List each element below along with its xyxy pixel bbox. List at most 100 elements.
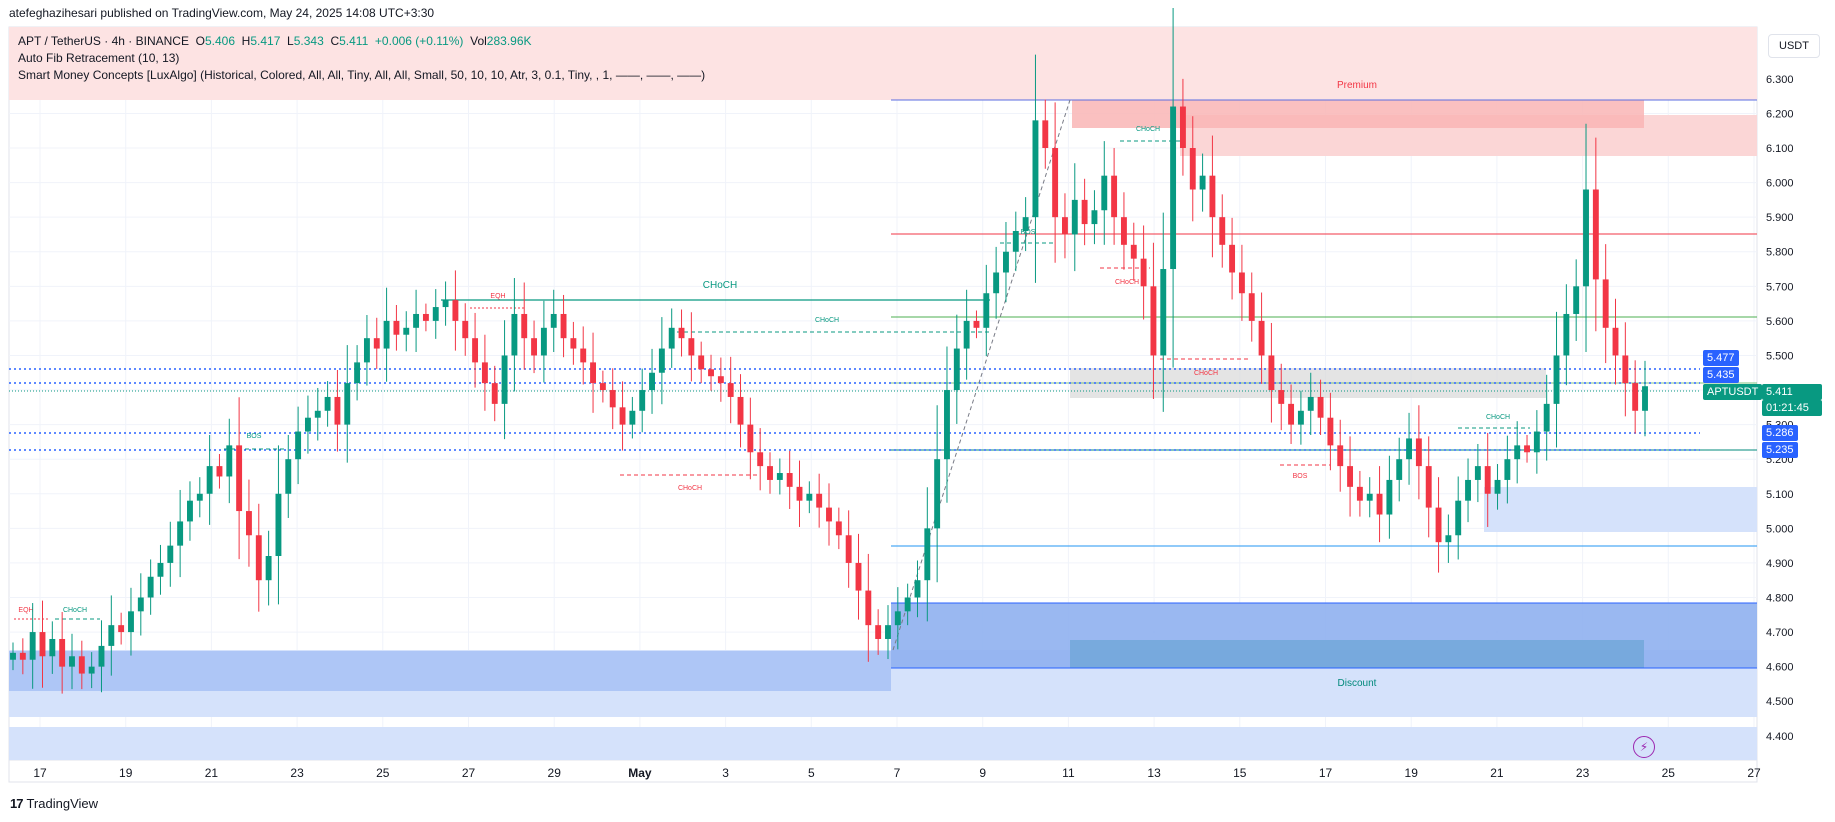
candle-body: [422, 313, 429, 321]
candle-body: [1592, 189, 1599, 280]
y-tick-label: 6.100: [1766, 143, 1794, 155]
eqh-label-apr: EQH: [490, 293, 505, 300]
legend-open-label: O: [195, 34, 205, 48]
legend-symbol: APT / TetherUS · 4h · BINANCE: [18, 34, 189, 48]
candle-body: [1278, 390, 1285, 404]
candle-body: [1514, 445, 1521, 460]
candle-body: [29, 632, 36, 660]
candle-body: [924, 528, 931, 581]
x-tick-label: 17: [1319, 766, 1333, 780]
candle-body: [619, 407, 626, 425]
candle-body: [1465, 479, 1471, 501]
candle-body: [1396, 459, 1403, 480]
candle-body: [1160, 269, 1167, 356]
x-tick-label: 5: [808, 766, 815, 780]
x-tick-label: 11: [1062, 766, 1075, 780]
candle-body: [1347, 466, 1354, 487]
last-price-tag: 5.411: [1762, 384, 1822, 400]
candle-body: [275, 493, 282, 557]
candle-body: [1543, 403, 1550, 432]
candle-body: [216, 466, 223, 477]
y-tick-label: 6.000: [1766, 178, 1794, 190]
tradingview-logo-icon: 17: [10, 796, 24, 811]
candle-body: [1356, 486, 1363, 501]
time-axis[interactable]: 17 19 21 23 25 27 29 May 3 5 7 9 11 13 15 17 19 21 23 25 27: [33, 766, 1761, 780]
candle-body: [1288, 403, 1295, 425]
candle-body: [1337, 445, 1344, 467]
candle-body: [1327, 417, 1334, 446]
candle-body: [1003, 251, 1009, 273]
candle-body: [1425, 466, 1432, 508]
candle-body: [776, 473, 783, 480]
x-tick-label: 19: [1405, 766, 1419, 780]
legend-close: 5.411: [339, 34, 369, 48]
candle-body: [1101, 175, 1108, 211]
choch-label-red-may: CHoCH: [678, 485, 702, 492]
x-tick-label: 23: [290, 766, 304, 780]
candle-body: [835, 521, 842, 536]
candle-body: [1150, 286, 1157, 356]
legend-vol: 283.96K: [486, 34, 532, 48]
x-tick-label: 7: [894, 766, 901, 780]
candle-body: [1494, 479, 1501, 494]
legend-high-label: H: [241, 34, 251, 48]
candle-body: [462, 320, 469, 339]
price-axis[interactable]: 6.300 6.200 6.100 6.000 5.900 5.800 5.700 5.600…: [1766, 74, 1794, 743]
candle-body: [570, 338, 577, 349]
candle-body: [1484, 466, 1491, 494]
footer-brand[interactable]: 17 TradingView: [10, 796, 98, 811]
y-tick-label: 5.800: [1766, 247, 1794, 259]
candle-body: [324, 396, 331, 411]
candle-body: [590, 362, 596, 384]
candle-body: [875, 625, 882, 639]
candle-body: [1632, 383, 1639, 411]
legend-vol-label: Vol: [470, 34, 487, 48]
x-tick-label: 25: [376, 766, 390, 780]
premium-label: Premium: [1337, 80, 1377, 91]
candle-body: [1474, 466, 1481, 480]
candle-body: [98, 645, 105, 667]
candle-body: [727, 383, 734, 397]
candle-body: [1563, 313, 1570, 356]
candle-body: [953, 348, 960, 391]
candle-body: [963, 320, 970, 349]
demand-zone-left: [9, 651, 891, 691]
y-tick-label: 4.900: [1766, 558, 1794, 570]
x-tick-label: May: [628, 766, 652, 780]
candle-body: [354, 362, 361, 384]
candle-body: [88, 666, 95, 674]
candle-body: [501, 355, 508, 404]
legend-change: +0.006 (+0.11%): [374, 34, 464, 48]
candle-body: [295, 431, 302, 460]
x-tick-label: 21: [1490, 766, 1504, 780]
candle-body: [383, 320, 390, 349]
bos-label-green: BOS: [1021, 229, 1036, 236]
candle-body: [1081, 199, 1088, 225]
candle-body: [147, 576, 154, 598]
candle-body: [49, 638, 56, 657]
candle-body: [1415, 438, 1422, 467]
candle-body: [1199, 175, 1206, 190]
candle-body: [531, 338, 538, 356]
candle-body: [550, 313, 557, 328]
x-tick-label: 13: [1147, 766, 1161, 780]
candle-body: [1612, 327, 1619, 356]
fib-trend-line: [892, 99, 1071, 651]
candle-body: [452, 300, 459, 321]
choch-label-right: CHoCH: [1486, 414, 1510, 421]
candle-body: [1258, 320, 1265, 356]
bolt-icon[interactable]: ⚡: [1633, 736, 1655, 758]
legend-low: 5.343: [293, 34, 324, 48]
footer-brand-label: TradingView: [26, 796, 99, 811]
candle-body: [1032, 120, 1039, 218]
candle-body: [1455, 500, 1462, 536]
candle-body: [265, 556, 272, 581]
candle-body: [118, 625, 125, 633]
choch-label-top: CHoCH: [1136, 126, 1160, 133]
candle-body: [580, 348, 587, 363]
legend-indicator-smc[interactable]: Smart Money Concepts [LuxAlgo] (Historic…: [18, 68, 706, 82]
currency-button[interactable]: USDT: [1768, 34, 1820, 58]
legend-indicator-fib[interactable]: Auto Fib Retracement (10, 13): [18, 51, 180, 65]
candle-body: [1573, 286, 1580, 314]
